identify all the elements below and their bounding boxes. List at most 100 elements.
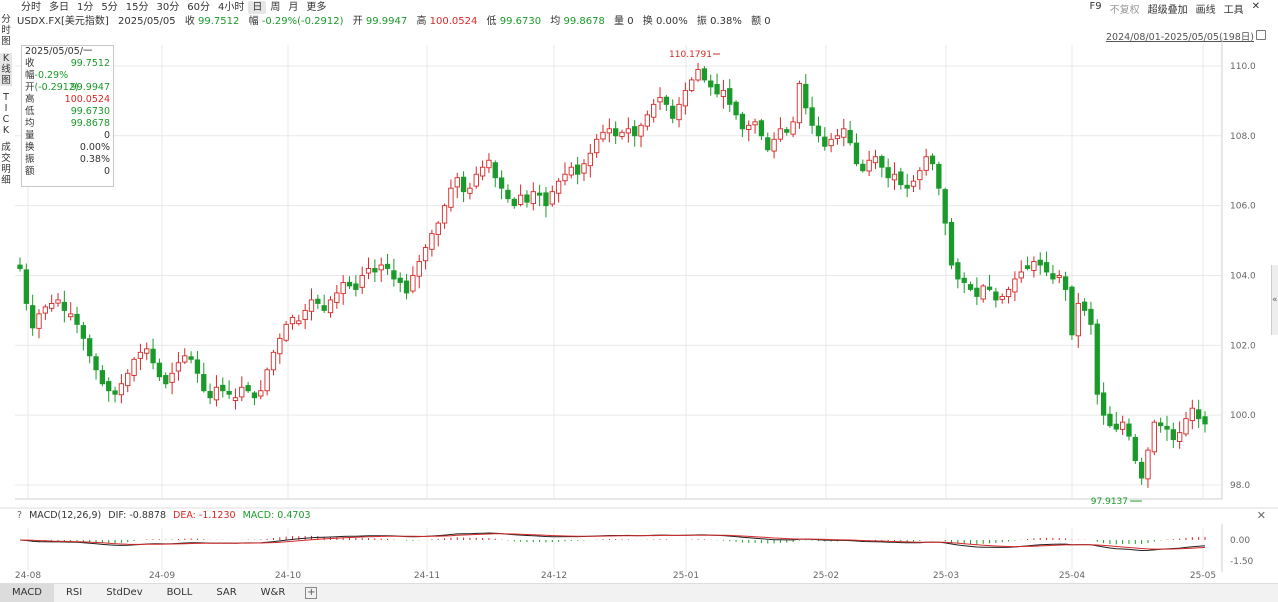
collapse-arrow-icon[interactable]: « bbox=[1271, 265, 1278, 335]
macd-settings-icon[interactable]: ? bbox=[17, 510, 23, 521]
candle bbox=[1081, 301, 1088, 311]
candle bbox=[340, 282, 346, 295]
tooltip-row: 收 99.7512 bbox=[25, 58, 110, 69]
candle bbox=[1056, 275, 1062, 278]
candle bbox=[784, 129, 790, 133]
candle bbox=[771, 138, 777, 152]
candle bbox=[1132, 437, 1138, 462]
candle bbox=[327, 299, 334, 314]
overlay-button[interactable]: 超级叠加 bbox=[1147, 5, 1188, 16]
tab-周[interactable]: 周 bbox=[270, 2, 281, 13]
indicator-tab-BOLL[interactable]: BOLL bbox=[166, 587, 193, 598]
candle bbox=[670, 105, 676, 119]
candle bbox=[220, 384, 226, 392]
x-tick-label: 25-05 bbox=[1190, 571, 1216, 581]
candle bbox=[765, 137, 771, 151]
candle bbox=[1062, 276, 1069, 290]
candle bbox=[68, 313, 74, 318]
adjust-button[interactable]: 不复权 bbox=[1109, 5, 1140, 16]
indicator-tabs: MACD RSI StdDev BOLL SAR W&R + bbox=[0, 583, 1278, 602]
rail-item-成交明细[interactable]: 成交明细 bbox=[1, 142, 11, 186]
f9-button[interactable]: F9 bbox=[1089, 1, 1102, 12]
tab-分时[interactable]: 分时 bbox=[21, 2, 41, 13]
candle bbox=[258, 390, 264, 397]
candle bbox=[1113, 423, 1119, 430]
tab-30分[interactable]: 30分 bbox=[156, 2, 180, 13]
candle bbox=[308, 299, 315, 312]
date-range-link[interactable]: 2024/08/01-2025/05/05(198日) bbox=[1106, 32, 1254, 43]
candle bbox=[353, 283, 359, 290]
candle bbox=[416, 261, 422, 277]
candle bbox=[885, 167, 891, 179]
macd-dif: DIF: -0.8878 bbox=[108, 510, 166, 521]
tab-日[interactable]: 日 bbox=[248, 1, 267, 14]
candle bbox=[555, 180, 562, 194]
candle bbox=[289, 316, 296, 325]
candle bbox=[860, 163, 866, 172]
y-tick-label: 110.0 bbox=[1230, 62, 1256, 72]
tab-1分[interactable]: 1分 bbox=[77, 2, 94, 13]
candle bbox=[93, 356, 99, 371]
candle bbox=[980, 285, 986, 300]
symbol-name: USDX.FX[美元指数] bbox=[17, 16, 109, 27]
tab-15分[interactable]: 15分 bbox=[125, 2, 149, 13]
candle bbox=[929, 155, 936, 165]
calendar-icon[interactable] bbox=[1256, 30, 1266, 40]
candle bbox=[175, 362, 182, 372]
tab-60分[interactable]: 60分 bbox=[187, 2, 210, 13]
indicator-tab-SAR[interactable]: SAR bbox=[216, 587, 237, 598]
macd-close-icon[interactable]: ✕ bbox=[1256, 509, 1266, 522]
candle bbox=[1164, 425, 1170, 430]
tools-button[interactable]: 工具 bbox=[1223, 5, 1244, 16]
candle bbox=[182, 355, 188, 363]
candle bbox=[752, 121, 758, 126]
candle bbox=[36, 313, 42, 329]
candle bbox=[657, 96, 663, 103]
tab-4小时[interactable]: 4小时 bbox=[217, 2, 245, 13]
rail-item-分时图[interactable]: 分时图 bbox=[1, 14, 11, 47]
candle bbox=[587, 152, 593, 167]
add-indicator-icon[interactable]: + bbox=[305, 587, 318, 599]
candle bbox=[55, 299, 61, 304]
candle bbox=[524, 194, 530, 203]
tooltip-row: 高 100.0524 bbox=[25, 94, 110, 105]
candle bbox=[194, 359, 201, 374]
candle bbox=[948, 222, 955, 266]
indicator-tab-StdDev[interactable]: StdDev bbox=[106, 587, 143, 598]
candle bbox=[1119, 421, 1126, 430]
close-icon[interactable]: ✕ bbox=[1251, 1, 1260, 12]
candle bbox=[1075, 302, 1081, 337]
y-tick-label: 98.0 bbox=[1230, 481, 1250, 491]
candle bbox=[106, 381, 112, 392]
candle bbox=[131, 358, 137, 376]
candle bbox=[1043, 262, 1050, 273]
candle bbox=[207, 391, 213, 399]
candle bbox=[479, 166, 486, 177]
indicator-tab-MACD[interactable]: MACD bbox=[0, 584, 54, 602]
candle bbox=[505, 189, 511, 200]
tab-多日[interactable]: 多日 bbox=[49, 2, 69, 13]
candle bbox=[137, 351, 144, 359]
draw-button[interactable]: 画线 bbox=[1195, 5, 1216, 16]
candle bbox=[460, 176, 467, 193]
candle bbox=[632, 126, 638, 137]
candle bbox=[112, 390, 118, 395]
candle bbox=[150, 348, 156, 364]
candle bbox=[201, 374, 207, 392]
indicator-tab-W&R[interactable]: W&R bbox=[260, 587, 286, 598]
avg-label: 均 99.8678 bbox=[550, 16, 605, 27]
tab-5分[interactable]: 5分 bbox=[101, 2, 118, 13]
candle bbox=[986, 286, 993, 290]
candle bbox=[245, 385, 251, 392]
candle bbox=[42, 306, 48, 314]
tab-月[interactable]: 月 bbox=[288, 2, 299, 13]
indicator-tab-RSI[interactable]: RSI bbox=[65, 587, 83, 598]
candle bbox=[359, 275, 365, 288]
tab-更多[interactable]: 更多 bbox=[306, 2, 327, 13]
candle bbox=[872, 156, 879, 164]
